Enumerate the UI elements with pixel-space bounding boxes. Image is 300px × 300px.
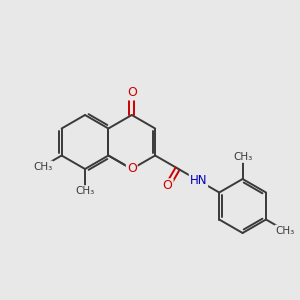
Text: O: O — [127, 163, 137, 176]
Text: HN: HN — [190, 174, 207, 187]
Text: CH₃: CH₃ — [233, 152, 252, 162]
Text: CH₃: CH₃ — [75, 186, 94, 196]
Text: CH₃: CH₃ — [275, 226, 295, 236]
Text: O: O — [163, 179, 172, 192]
Text: O: O — [127, 86, 137, 100]
Text: CH₃: CH₃ — [33, 161, 52, 172]
